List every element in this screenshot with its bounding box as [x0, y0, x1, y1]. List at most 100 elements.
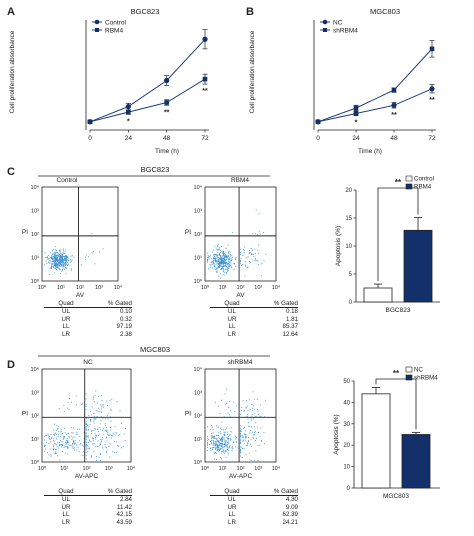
flow-plot-frame: [41, 368, 132, 463]
bar-treatment: [403, 229, 433, 303]
panel-c-flow-right-title: RBM4: [231, 177, 249, 184]
quad-gated-value: 1.81: [285, 315, 298, 323]
quad-gated-value: 12.64: [282, 330, 298, 338]
bar-y-tick-label: 20: [343, 443, 350, 449]
data-point-square: [164, 100, 169, 105]
bar-y-tick-label: 40: [343, 400, 350, 406]
flow-x-tick-label: 10¹: [60, 466, 68, 472]
flow-scatter-points: [207, 388, 266, 461]
flow-x-tick-label: 10⁰: [201, 465, 210, 472]
legend-marker-circle: [322, 19, 328, 25]
quad-table-row: UR 11.42: [44, 504, 132, 511]
quad-gated-value: 62.39: [282, 511, 298, 519]
bar-y-label: Apoptosis (%): [335, 226, 342, 266]
flow-y-tick-label: 10⁴: [31, 184, 40, 191]
flow-x-tick-label: 10³: [254, 466, 262, 472]
flow-x-tick-label: 10¹: [219, 466, 227, 472]
flow-x-tick-label: 10⁴: [114, 284, 123, 291]
quad-table-row: UR 1.81: [210, 316, 298, 323]
flow-plot-frame: [204, 186, 277, 282]
x-tick-label: 72: [201, 135, 209, 142]
flow-plot-frame: [41, 186, 119, 282]
quad-name: UL: [62, 496, 70, 504]
legend-label: shRBM4: [414, 375, 438, 382]
quad-table-row: UR 0.32: [44, 316, 132, 323]
flow-y-tick-label: 10¹: [194, 437, 202, 443]
flow-y-tick-label: 10²: [194, 232, 202, 238]
significance-star: **: [202, 88, 208, 95]
data-point-square: [353, 105, 359, 111]
quad-table-header-cell: Quad: [224, 488, 240, 495]
quad-gated-value: 24.21: [282, 518, 298, 526]
data-point-square: [391, 87, 397, 93]
legend-swatch: [405, 366, 413, 373]
quad-name: UL: [228, 496, 236, 504]
quad-table-row: LL 85.37: [210, 323, 298, 330]
significance-star: *: [355, 120, 358, 127]
panel-c-group-title: BGC823: [141, 165, 170, 174]
bar-y-tick-label: 30: [343, 422, 350, 428]
panel-d-left-quad-table: Quad % Gated UL 2.84 UR 11.42 LL 42.15 LR 43.59: [44, 488, 132, 526]
quad-table-row: UL 4.30: [210, 496, 298, 503]
flow-x-tick-label: 10¹: [219, 285, 227, 291]
bar-y-label: Apoptosis (%): [333, 414, 340, 454]
flow-x-label: AV: [76, 292, 85, 299]
quad-name: LR: [228, 518, 236, 526]
bar-control: [361, 393, 391, 489]
quad-name: LL: [228, 323, 236, 331]
significance-stars: **: [393, 369, 400, 378]
quad-name: LR: [228, 330, 236, 338]
flow-y-label: PI: [22, 411, 28, 418]
quad-table-row: UR 9.09: [210, 504, 298, 511]
data-point-circle: [353, 110, 359, 117]
x-tick-label: 24: [352, 135, 360, 142]
quad-table-header-cell: % Gated: [273, 488, 298, 495]
quad-table-header-cell: % Gated: [273, 300, 298, 307]
bar-y-tick-label: 15: [345, 216, 352, 222]
quad-name: UL: [62, 308, 70, 316]
legend-label: Control: [105, 19, 127, 26]
flow-y-tick-label: 10³: [194, 390, 202, 396]
quad-table-header-cell: % Gated: [107, 300, 132, 307]
data-point-circle: [429, 86, 435, 92]
quad-name: UR: [227, 315, 237, 323]
quad-gated-value: 0.10: [119, 308, 132, 316]
legend-label: NC: [333, 19, 343, 26]
flow-x-tick-label: 10⁰: [38, 284, 47, 291]
quad-table-row: LL 97.19: [44, 323, 132, 330]
flow-x-tick-label: 10²: [83, 466, 91, 472]
panel-b-xlabel: Time (h): [358, 148, 382, 155]
legend-swatch: [405, 175, 413, 182]
flow-y-tick-label: 10⁴: [31, 366, 40, 373]
panel-letter-b: B: [246, 6, 254, 18]
panel-d-flow-left-title: NC: [83, 359, 93, 366]
series-line-1: [89, 78, 206, 123]
series-line-0: [89, 38, 206, 123]
quad-table-header-cell: Quad: [58, 300, 74, 307]
flow-y-tick-label: 10⁰: [31, 278, 40, 285]
flow-x-tick-label: 10⁴: [127, 465, 136, 472]
flow-y-tick-label: 10²: [194, 414, 202, 420]
legend-label: NC: [414, 367, 423, 374]
significance-bracket: [375, 378, 417, 430]
significance-bracket: [377, 187, 419, 282]
quad-gated-value: 43.59: [116, 518, 132, 526]
legend-label: Control: [414, 176, 434, 183]
flow-x-tick-label: 10⁰: [201, 284, 210, 291]
x-tick-label: 0: [88, 135, 92, 142]
significance-star: **: [391, 112, 397, 119]
flow-x-tick-label: 10⁴: [272, 465, 281, 472]
flow-y-tick-label: 10³: [31, 390, 39, 396]
quad-gated-value: 0.18: [285, 308, 298, 316]
flow-scatter-points: [44, 233, 104, 275]
legend-marker-circle: [94, 19, 100, 25]
panel-a-title: BGC823: [131, 7, 160, 16]
quad-table-row: UL 0.18: [210, 308, 298, 315]
quad-gated-value: 97.19: [116, 323, 132, 331]
quad-name: LR: [62, 330, 70, 338]
flow-x-tick-label: 10²: [237, 466, 245, 472]
